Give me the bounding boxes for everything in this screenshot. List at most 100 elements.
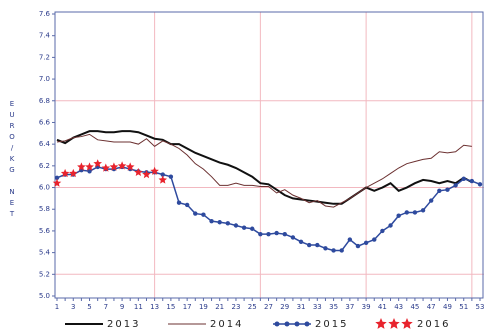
point <box>233 223 239 228</box>
legend-swatch <box>284 321 290 327</box>
x-tick-label: 41 <box>378 303 387 311</box>
y-tick-label: 6.4 <box>39 140 51 148</box>
legend-swatch <box>294 321 300 327</box>
x-tick-label: 43 <box>394 303 403 311</box>
x-tick-label: 7 <box>104 303 108 311</box>
point <box>388 223 393 228</box>
point <box>168 174 174 179</box>
y-tick-label: 6.6 <box>39 118 51 126</box>
point <box>101 163 111 172</box>
point <box>117 161 127 170</box>
point <box>274 230 279 236</box>
point <box>453 183 458 188</box>
point <box>355 243 361 249</box>
x-tick-label: 51 <box>459 303 468 311</box>
point <box>109 162 119 171</box>
point <box>209 218 214 224</box>
point <box>363 240 369 246</box>
point <box>176 200 182 205</box>
x-tick-label: 25 <box>248 303 257 311</box>
point <box>469 178 475 184</box>
point <box>258 231 263 237</box>
series-line <box>56 166 481 252</box>
point <box>266 231 271 237</box>
point <box>250 226 255 231</box>
point <box>217 220 222 225</box>
point <box>396 213 401 218</box>
legend-swatch <box>375 318 387 329</box>
x-tick-label: 11 <box>134 303 143 311</box>
legend-label: 2016 <box>417 319 450 330</box>
x-tick-label: 27 <box>264 303 273 311</box>
point <box>477 182 483 187</box>
point <box>445 187 450 192</box>
x-tick-label: 3 <box>71 303 75 311</box>
point <box>201 212 206 217</box>
point <box>372 237 377 242</box>
legend-swatch <box>274 321 280 327</box>
point <box>93 159 102 168</box>
point <box>134 167 143 176</box>
point <box>225 221 231 226</box>
point <box>150 166 159 175</box>
point <box>142 170 151 179</box>
y-tick-label: 5.8 <box>39 205 50 213</box>
x-tick-label: 21 <box>215 303 224 311</box>
point <box>52 178 62 187</box>
point <box>412 210 418 215</box>
point <box>290 235 296 240</box>
x-tick-label: 39 <box>362 303 371 311</box>
point <box>347 237 353 242</box>
y-axis-label: EURO/KG NET <box>8 100 16 221</box>
y-tick-label: 5.6 <box>39 227 51 235</box>
point <box>315 242 320 248</box>
y-tick-label: 7.2 <box>39 53 50 61</box>
x-tick-label: 47 <box>427 303 436 311</box>
legend-swatch <box>401 318 413 329</box>
point <box>404 210 409 215</box>
x-tick-label: 15 <box>166 303 175 311</box>
x-tick-label: 1 <box>55 303 59 311</box>
legend-label: 2015 <box>315 319 348 330</box>
x-tick-label: 31 <box>297 303 306 311</box>
legend-swatch <box>304 321 310 327</box>
point <box>54 175 60 180</box>
point <box>60 168 70 178</box>
point <box>184 202 190 208</box>
y-tick-label: 6.8 <box>39 97 50 105</box>
legend-label: 2014 <box>210 319 243 330</box>
point <box>306 242 312 248</box>
y-tick-label: 5.0 <box>39 292 50 300</box>
plot-frame <box>54 11 484 299</box>
x-tick-label: 17 <box>183 303 192 311</box>
x-tick-label: 23 <box>232 303 241 311</box>
x-tick-label: 29 <box>280 303 289 311</box>
point <box>420 208 426 213</box>
point <box>461 176 466 182</box>
point <box>298 239 304 244</box>
point <box>437 188 442 193</box>
point <box>158 175 167 184</box>
x-tick-label: 53 <box>476 303 484 311</box>
x-tick-label: 19 <box>199 303 208 311</box>
series-line <box>56 130 473 205</box>
x-tick-label: 9 <box>120 303 124 311</box>
point <box>160 172 165 177</box>
y-tick-label: 7.4 <box>39 32 51 40</box>
point <box>282 231 287 237</box>
y-tick-label: 5.2 <box>39 270 50 278</box>
legend-swatch <box>388 318 400 329</box>
point <box>241 225 247 230</box>
point <box>85 162 94 171</box>
x-tick-label: 5 <box>87 303 91 311</box>
point <box>87 169 92 174</box>
y-tick-label: 6.2 <box>39 162 50 170</box>
point <box>125 162 135 171</box>
point <box>193 211 198 216</box>
legend-label: 2013 <box>107 319 140 330</box>
point <box>380 228 385 234</box>
x-tick-label: 33 <box>313 303 322 311</box>
x-tick-label: 35 <box>329 303 338 311</box>
